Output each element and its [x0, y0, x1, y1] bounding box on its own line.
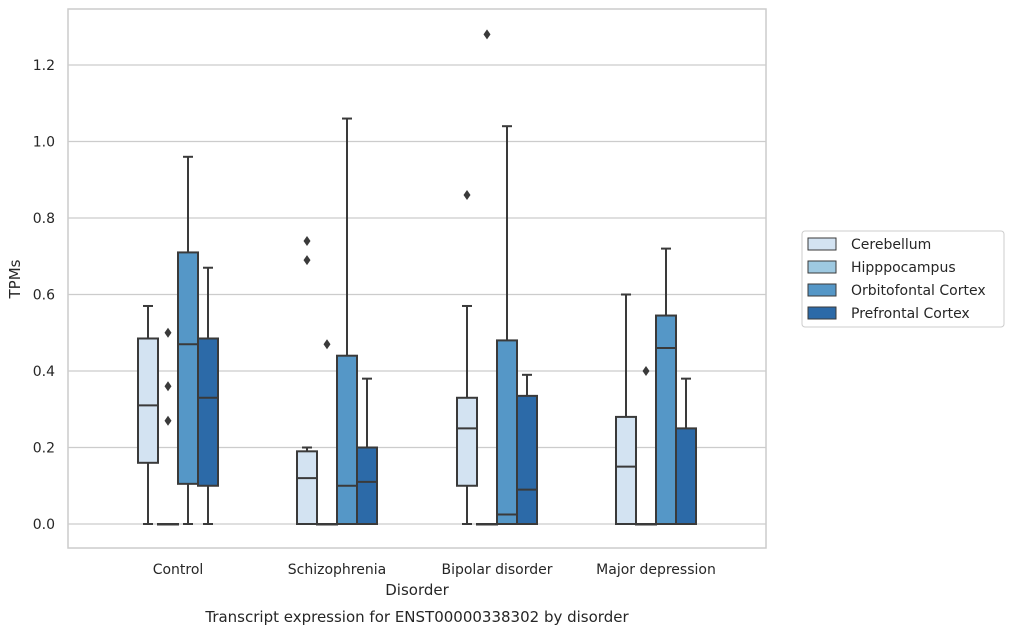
box-iqr	[615, 415, 637, 525]
plot-frame	[67, 8, 767, 549]
outlier-point	[164, 415, 172, 426]
legend-label: Hipppocampus	[851, 260, 956, 276]
y-axis-title: TPMs	[6, 259, 24, 299]
x-tick-labels: Control Schizophrenia Bipolar disorder Majo…	[153, 562, 716, 578]
box-iqr	[137, 337, 159, 464]
outlier-point	[303, 235, 311, 246]
outlier-point	[164, 381, 172, 392]
box-layer	[137, 29, 697, 526]
box-iqr	[296, 450, 318, 526]
box-group	[197, 266, 219, 525]
legend-frame	[801, 230, 1005, 328]
outlier-point	[642, 366, 650, 376]
box-iqr	[496, 339, 518, 525]
box-group	[516, 373, 538, 525]
outlier-point	[303, 255, 311, 266]
box-iqr	[356, 446, 378, 525]
legend-swatch	[807, 237, 837, 251]
box-group	[157, 327, 179, 526]
box-group	[675, 377, 697, 525]
x-tick-label: Control	[153, 562, 204, 578]
box-group	[615, 293, 637, 525]
box-group	[635, 366, 657, 526]
box-iqr	[456, 396, 478, 487]
box-group	[496, 125, 518, 525]
legend-label: Orbitofontal Cortex	[851, 283, 986, 299]
box-group	[336, 117, 358, 526]
box-group	[137, 304, 159, 525]
y-tick-label: 0.0	[33, 517, 55, 533]
y-tick-label: 0.4	[33, 364, 55, 380]
y-tick-label: 0.2	[33, 441, 55, 457]
box-iqr	[675, 427, 697, 525]
legend: Cerebellum Hipppocampus Orbitofontal Corte…	[801, 230, 1005, 328]
y-tick-labels: 0.0 0.2 0.4 0.6 0.8 1.0 1.2	[33, 58, 55, 533]
box-iqr	[516, 394, 538, 525]
box-group	[177, 155, 199, 525]
legend-swatch	[807, 306, 837, 320]
box-group	[476, 29, 498, 526]
legend-label: Prefrontal Cortex	[851, 306, 970, 322]
box-group	[356, 377, 378, 525]
box-iqr	[655, 314, 677, 525]
outlier-point	[483, 29, 491, 40]
legend-swatch	[807, 260, 837, 274]
y-tick-label: 0.6	[33, 288, 55, 304]
outlier-point	[323, 339, 331, 350]
x-tick-label: Bipolar disorder	[441, 562, 552, 578]
y-tick-label: 1.2	[33, 58, 55, 74]
legend-label: Cerebellum	[851, 237, 931, 253]
outlier-point	[164, 327, 172, 338]
box-iqr	[336, 354, 358, 526]
y-tick-label: 0.8	[33, 211, 55, 227]
x-tick-label: Major depression	[596, 562, 716, 578]
box-group	[296, 235, 318, 526]
outlier-point	[463, 190, 471, 201]
box-iqr	[197, 337, 219, 487]
y-tick-label: 1.0	[33, 135, 55, 151]
chart-caption: Transcript expression for ENST0000033830…	[204, 608, 629, 626]
x-tick-label: Schizophrenia	[288, 562, 386, 578]
legend-swatch	[807, 283, 837, 297]
box-group	[316, 339, 338, 526]
x-axis-title: Disorder	[385, 581, 449, 599]
box-group	[456, 190, 478, 525]
box-group	[655, 247, 677, 525]
box-iqr	[177, 251, 199, 485]
